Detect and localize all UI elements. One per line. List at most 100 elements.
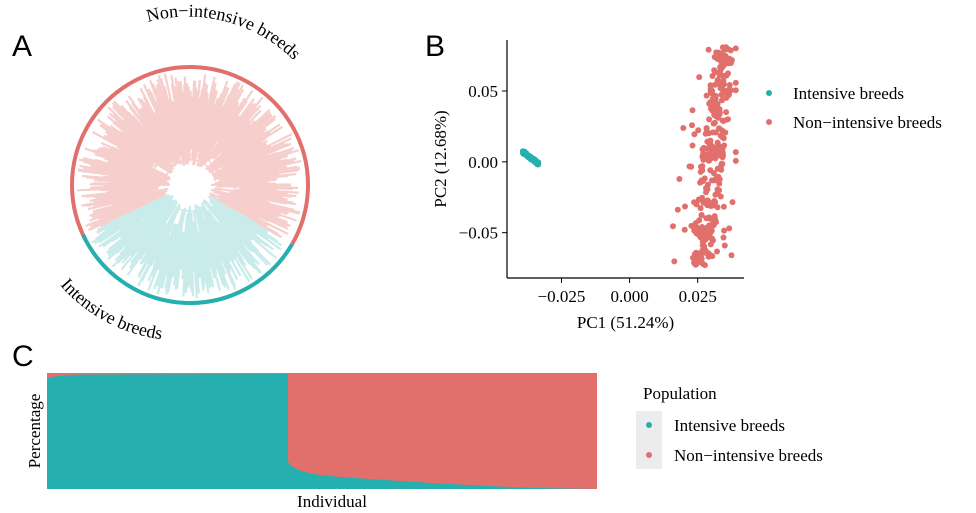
pca-point [519, 148, 526, 155]
pca-point [716, 125, 722, 132]
pca-point [724, 116, 731, 123]
pca-point [527, 153, 534, 160]
tree-branches [76, 73, 302, 299]
pca-point [696, 74, 703, 81]
pca-point [689, 122, 695, 129]
pca-point [729, 199, 736, 206]
pca-point [691, 251, 698, 258]
legend-intensive-label: Intensive breeds [793, 84, 904, 103]
tree-internal-arc [142, 221, 225, 246]
pca-point [728, 252, 735, 259]
pca-point [726, 82, 733, 88]
pca-point [670, 223, 676, 230]
pca-point [699, 249, 706, 256]
pca-point [707, 252, 714, 259]
pca-point [732, 87, 739, 94]
legend-non-intensive-marker [766, 119, 772, 125]
pca-point [699, 167, 706, 174]
pca-point [708, 105, 714, 112]
pca-point [725, 86, 732, 93]
pca-point [714, 165, 721, 172]
pca-point [732, 45, 739, 52]
pca-point [703, 189, 709, 196]
pca-point [699, 163, 706, 170]
pca-point [671, 258, 678, 265]
pca-point [693, 230, 700, 236]
pca-point [712, 199, 719, 206]
pca-point [695, 257, 702, 264]
pca-point [701, 237, 708, 244]
x-tick-label: −0.025 [538, 287, 586, 306]
pca-point [703, 185, 709, 192]
panel-c-label: C [12, 340, 34, 373]
pca-point [699, 153, 706, 160]
pca-point [709, 73, 716, 79]
pca-point [713, 49, 720, 56]
pca-point [700, 230, 707, 237]
legend-title: Population [643, 384, 717, 403]
y-tick-label: 0.05 [468, 82, 498, 101]
pca-point [691, 131, 698, 138]
pca-point [732, 157, 739, 164]
pca-point [711, 119, 718, 126]
pca-point [718, 91, 725, 98]
pca-point [711, 67, 718, 74]
pca-point [714, 190, 721, 197]
pca-scatter-chart: −0.025 0.000 0.025 −0.05 0.00 0.05 PC1 (51.24… [431, 40, 942, 332]
pca-point [712, 93, 719, 100]
pca-point [706, 116, 713, 123]
panel-a-label: A [12, 30, 33, 63]
pca-point [689, 107, 696, 114]
panel-b-label: B [425, 30, 446, 63]
tree-branch [109, 193, 170, 224]
non-intensive-area [47, 373, 597, 489]
pca-point [718, 62, 725, 68]
pca-point [703, 92, 710, 99]
pca-point [706, 214, 713, 221]
pca-point [723, 109, 730, 116]
pca-point [720, 234, 727, 241]
legend-intensive-marker [766, 90, 772, 96]
legend-intensive-label: Intensive breeds [674, 416, 785, 435]
admixture-legend: Population Intensive breeds Non−intensiv… [636, 384, 823, 469]
tree-internal-arc [173, 204, 203, 212]
pca-point [723, 94, 730, 101]
pca-point [697, 205, 704, 212]
pca-point [714, 77, 721, 84]
pca-point [694, 224, 701, 231]
tree-internal-arc [145, 206, 234, 236]
pca-point [717, 85, 724, 92]
tree-internal-arc [147, 208, 226, 234]
y-axis-label: Percentage [25, 394, 44, 469]
pca-point [710, 222, 717, 229]
pca-point [706, 141, 713, 148]
non-intensive-clade-arc [70, 65, 310, 245]
tree-internal-arc [146, 131, 232, 154]
x-axis-label: Individual [297, 492, 367, 511]
pca-legend: Intensive breeds Non−intensive breeds [766, 84, 942, 132]
circular-tree-chart: Non−intensive breeds Intensive breeds [57, 1, 310, 340]
pca-point [720, 203, 727, 210]
pca-point [706, 100, 713, 107]
pca-point [714, 139, 721, 146]
pca-point [712, 129, 719, 136]
pca-point [689, 142, 696, 149]
y-tick-label: 0.00 [468, 153, 498, 172]
pca-point [696, 217, 703, 224]
pca-point [720, 77, 727, 84]
tree-internal-arc [164, 153, 222, 193]
pca-point [695, 127, 702, 134]
pca-point [716, 55, 723, 62]
pca-point [682, 203, 688, 210]
legend-non-intensive-marker [646, 452, 652, 458]
pca-point [712, 81, 719, 88]
intensive-clade-arc [81, 234, 294, 305]
pca-point [699, 242, 706, 249]
pca-point [732, 79, 739, 86]
pca-point [726, 225, 733, 232]
pca-point [698, 177, 705, 184]
y-tick-label: −0.05 [459, 224, 498, 243]
pca-point [719, 134, 726, 141]
pca-point [718, 160, 725, 167]
